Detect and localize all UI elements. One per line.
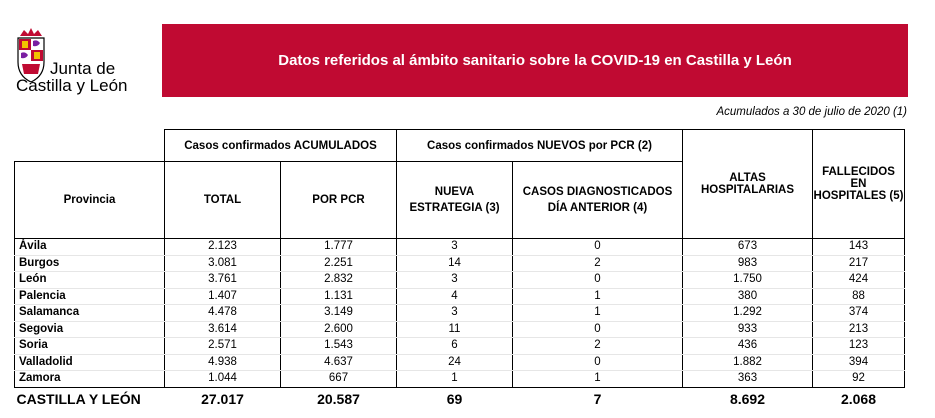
cell-provincia: Segovia	[14, 321, 165, 338]
cell-dia-anterior: 1	[512, 304, 683, 322]
cell-nueva-estrategia: 1	[396, 370, 513, 388]
cell-total: 2.571	[164, 337, 281, 355]
cell-total: 3.614	[164, 321, 281, 338]
cell-por-pcr: 667	[280, 370, 397, 388]
cell-altas: 1.882	[682, 354, 813, 371]
cell-provincia: Palencia	[14, 288, 165, 305]
cell-por-pcr: 1.131	[280, 288, 397, 305]
cell-nueva-estrategia: 11	[396, 321, 513, 338]
cell-nueva-estrategia: 6	[396, 337, 513, 355]
totals-nueva-estrategia: 69	[446, 390, 463, 407]
cell-altas: 983	[682, 255, 813, 272]
cell-provincia: Valladolid	[14, 354, 165, 371]
table-row: Valladolid 4.938 4.637 24 0 1.882 394	[14, 354, 905, 371]
cell-provincia: Ávila	[14, 238, 165, 256]
cell-fallecidos: 92	[812, 370, 905, 388]
totals-fallecidos: 2.068	[840, 390, 877, 407]
cell-por-pcr: 3.149	[280, 304, 397, 322]
cell-dia-anterior: 0	[512, 238, 683, 256]
cell-fallecidos: 143	[812, 238, 905, 256]
totals-label: CASTILLA Y LEÓN	[16, 390, 141, 407]
brand-line-2: Castilla y León	[16, 76, 128, 95]
cell-altas: 673	[682, 238, 813, 256]
covid-data-table: Casos confirmados ACUMULADOS Casos confi…	[14, 129, 905, 410]
group-header-acumulados: Casos confirmados ACUMULADOS	[164, 129, 397, 162]
cell-dia-anterior: 1	[512, 288, 683, 305]
cell-provincia: Zamora	[14, 370, 165, 388]
table-row: Ávila 2.123 1.777 3 0 673 143	[14, 238, 905, 256]
cell-fallecidos: 374	[812, 304, 905, 322]
cell-altas: 1.292	[682, 304, 813, 322]
cell-altas: 933	[682, 321, 813, 338]
cell-nueva-estrategia: 3	[396, 304, 513, 322]
cell-nueva-estrategia: 3	[396, 238, 513, 256]
table-row: Palencia 1.407 1.131 4 1 380 88	[14, 288, 905, 305]
header-blank	[15, 130, 165, 162]
group-header-nuevos: Casos confirmados NUEVOS por PCR (2)	[396, 129, 683, 162]
table-row: León 3.761 2.832 3 0 1.750 424	[14, 271, 905, 289]
cell-por-pcr: 1.543	[280, 337, 397, 355]
table-row: Burgos 3.081 2.251 14 2 983 217	[14, 255, 905, 272]
table-row: Soria 2.571 1.543 6 2 436 123	[14, 337, 905, 355]
cell-por-pcr: 2.251	[280, 255, 397, 272]
cell-altas: 380	[682, 288, 813, 305]
col-header-dia-anterior: CASOS DIAGNOSTICADOS DÍA ANTERIOR (4)	[512, 161, 683, 239]
cell-altas: 436	[682, 337, 813, 355]
col-header-fallecidos: FALLECIDOS EN HOSPITALES (5)	[812, 129, 905, 239]
col-header-total: TOTAL	[164, 161, 281, 239]
cell-provincia: Soria	[14, 337, 165, 355]
cell-dia-anterior: 1	[512, 370, 683, 388]
table-row: Salamanca 4.478 3.149 3 1 1.292 374	[14, 304, 905, 322]
cell-dia-anterior: 0	[512, 271, 683, 289]
cell-fallecidos: 217	[812, 255, 905, 272]
cell-total: 4.478	[164, 304, 281, 322]
totals-total: 27.017	[201, 390, 244, 407]
page-title: Datos referidos al ámbito sanitario sobr…	[278, 52, 792, 69]
totals-dia-anterior: 7	[593, 390, 602, 407]
junta-logo: Junta de Castilla y León	[8, 24, 158, 96]
totals-row: CASTILLA Y LEÓN 27.017 20.587 69 7 8.692…	[15, 387, 905, 410]
cell-total: 1.407	[164, 288, 281, 305]
cell-fallecidos: 123	[812, 337, 905, 355]
col-header-nueva-estrategia: NUEVA ESTRATEGIA (3)	[396, 161, 513, 239]
cell-total: 1.044	[164, 370, 281, 388]
cell-nueva-estrategia: 24	[396, 354, 513, 371]
cell-dia-anterior: 2	[512, 337, 683, 355]
totals-altas: 8.692	[729, 390, 766, 407]
col-header-por-pcr: POR PCR	[280, 161, 397, 239]
cell-altas: 1.750	[682, 271, 813, 289]
cell-fallecidos: 394	[812, 354, 905, 371]
cell-dia-anterior: 0	[512, 354, 683, 371]
cell-fallecidos: 213	[812, 321, 905, 338]
table-row: Zamora 1.044 667 1 1 363 92	[14, 370, 905, 388]
cell-por-pcr: 2.600	[280, 321, 397, 338]
cell-provincia: León	[14, 271, 165, 289]
table-row: Segovia 3.614 2.600 11 0 933 213	[14, 321, 905, 338]
brand-line-1: Junta de	[50, 59, 116, 78]
cell-total: 3.081	[164, 255, 281, 272]
col-header-altas: ALTAS HOSPITALARIAS	[682, 129, 813, 239]
coat-of-arms-icon	[17, 28, 45, 82]
cell-fallecidos: 88	[812, 288, 905, 305]
cell-por-pcr: 2.832	[280, 271, 397, 289]
col-header-provincia: Provincia	[14, 161, 165, 239]
cell-nueva-estrategia: 3	[396, 271, 513, 289]
cell-total: 2.123	[164, 238, 281, 256]
cell-dia-anterior: 0	[512, 321, 683, 338]
totals-por-pcr: 20.587	[317, 390, 360, 407]
report-date: Acumulados a 30 de julio de 2020 (1)	[716, 106, 907, 118]
cell-nueva-estrategia: 14	[396, 255, 513, 272]
cell-dia-anterior: 2	[512, 255, 683, 272]
cell-fallecidos: 424	[812, 271, 905, 289]
cell-por-pcr: 4.637	[280, 354, 397, 371]
cell-total: 4.938	[164, 354, 281, 371]
cell-altas: 363	[682, 370, 813, 388]
cell-por-pcr: 1.777	[280, 238, 397, 256]
cell-total: 3.761	[164, 271, 281, 289]
title-banner: Datos referidos al ámbito sanitario sobr…	[162, 24, 908, 97]
cell-provincia: Salamanca	[14, 304, 165, 322]
cell-nueva-estrategia: 4	[396, 288, 513, 305]
cell-provincia: Burgos	[14, 255, 165, 272]
